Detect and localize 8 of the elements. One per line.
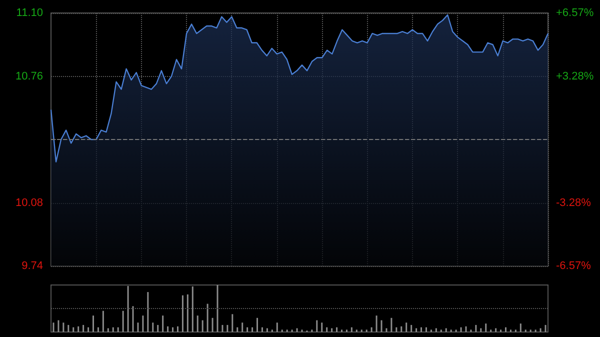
y-tick-label: 10.08 (15, 196, 43, 209)
y-tick-label: 10.76 (15, 70, 43, 82)
y-tick-label: 11.10 (16, 7, 43, 19)
y2-tick-label: -6.57% (556, 260, 592, 272)
y2-tick-label: +3.28% (556, 70, 594, 82)
y-tick-label: 9.74 (22, 260, 43, 272)
y2-tick-label: -3.28% (556, 196, 592, 209)
y2-tick-label: +6.57% (556, 7, 594, 19)
